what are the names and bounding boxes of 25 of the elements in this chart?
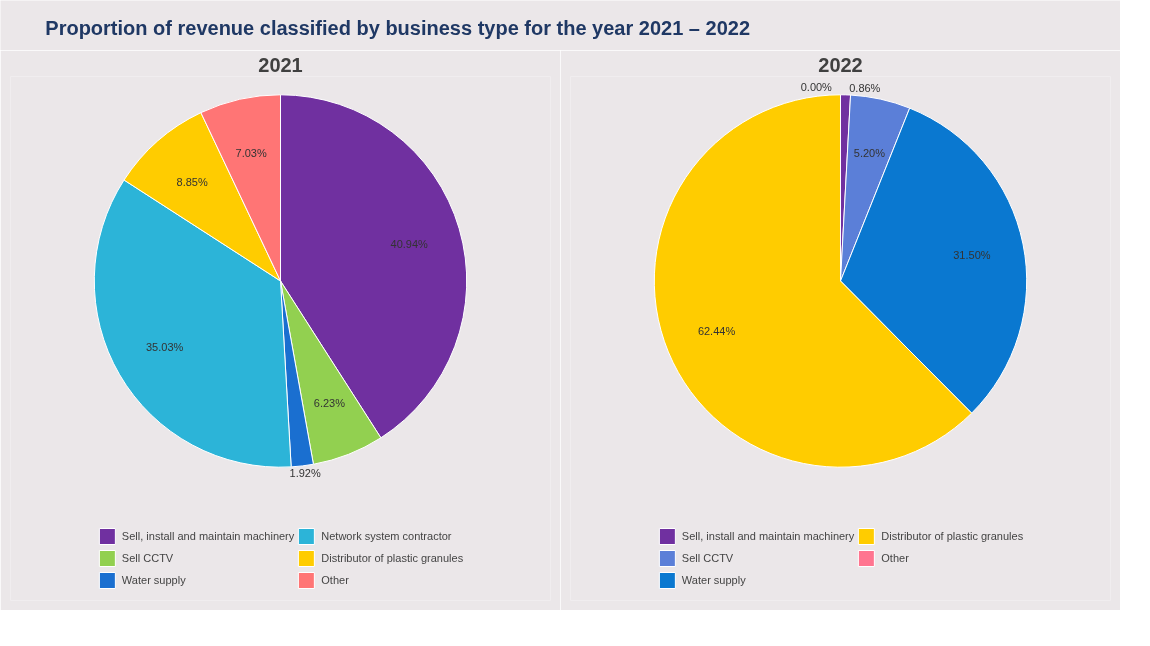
data-label: 62.44%	[697, 325, 736, 338]
data-label: 0.86%	[849, 81, 881, 94]
legend-label: Network system contractor	[321, 530, 452, 542]
data-label: 31.50%	[953, 248, 991, 261]
data-label: 40.94%	[390, 238, 429, 251]
legend-label: Sell, install and maintain machinery	[121, 530, 295, 542]
data-label: 8.85%	[176, 176, 208, 189]
legend-label: Water supply	[681, 574, 746, 586]
text: 0.00%	[800, 81, 832, 94]
chart-subtitle: 2021	[258, 53, 303, 76]
data-label: 1.92%	[289, 467, 321, 480]
data-label: 6.23%	[313, 397, 346, 410]
chart-title: 2022	[818, 53, 863, 76]
legend-label: Sell CCTV	[121, 552, 174, 564]
data-label: 7.03%	[235, 146, 267, 159]
data-label: 5.20%	[853, 146, 886, 159]
chart-title: Proportion of revenue classified by business type for the year 2021 – 2022	[45, 17, 751, 39]
legend-label: Distributor of plastic granules	[321, 552, 464, 564]
legend-label: Other	[881, 552, 909, 564]
legend-label: Sell CCTV	[681, 552, 734, 564]
legend-label: Distributor of plastic granules	[881, 530, 1024, 542]
legend-label: Sell, install and maintain machinery	[681, 530, 855, 542]
legend-label: Other	[321, 574, 349, 586]
legend-label: Water supply	[121, 574, 186, 586]
data-label: 35.03%	[146, 341, 184, 354]
